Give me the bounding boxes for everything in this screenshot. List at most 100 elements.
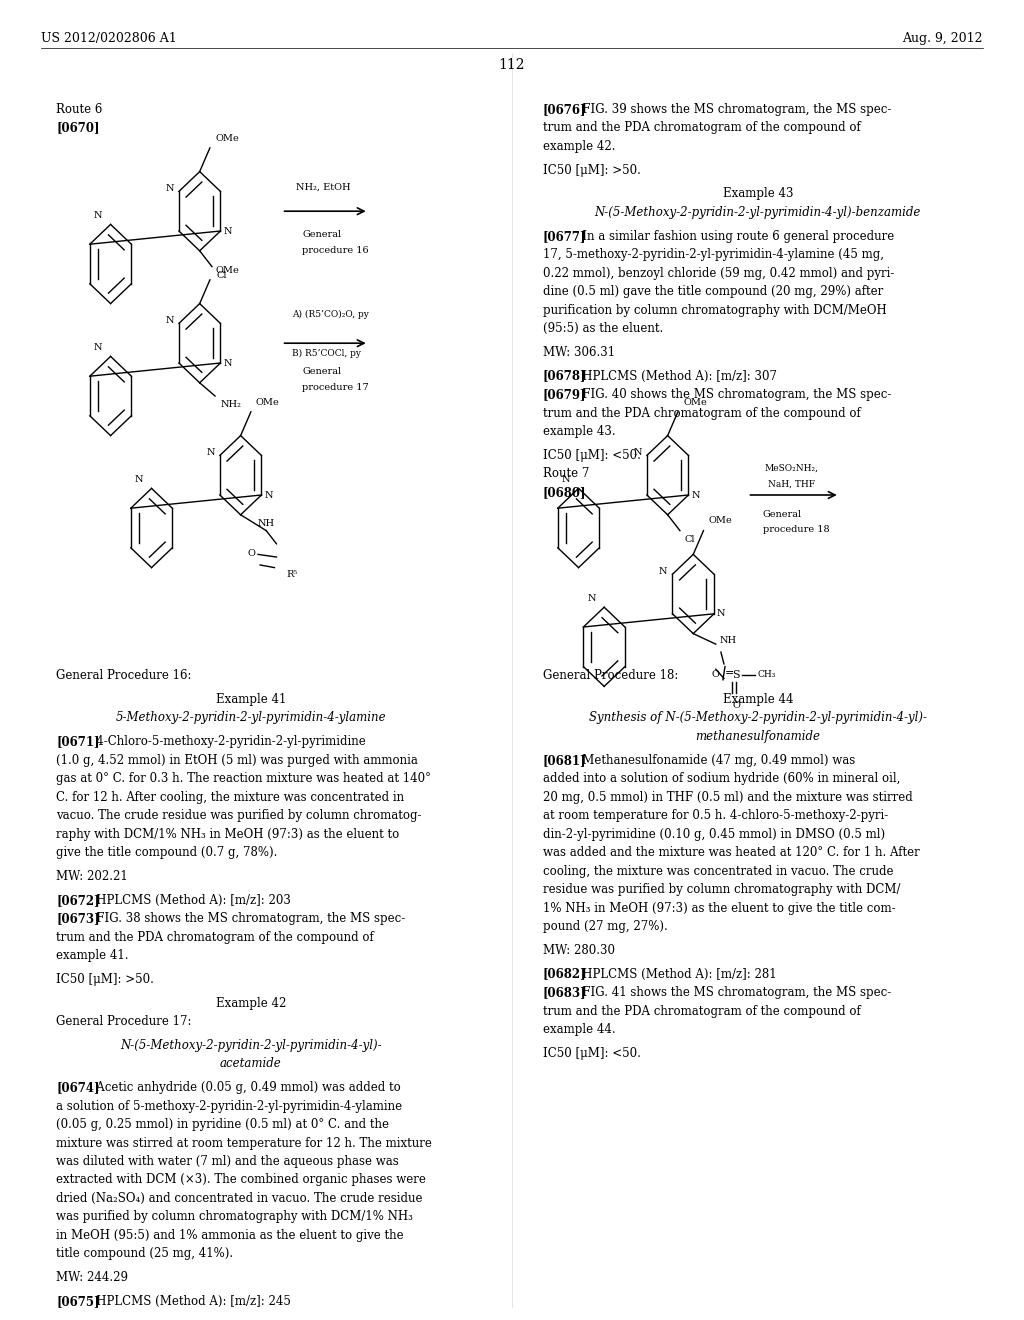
Text: In a similar fashion using route 6 general procedure: In a similar fashion using route 6 gener… [571,230,895,243]
Text: N: N [94,211,102,220]
Text: title compound (25 mg, 41%).: title compound (25 mg, 41%). [56,1247,233,1261]
Text: General: General [302,367,341,376]
Text: [0671]: [0671] [56,735,99,748]
Text: US 2012/0202806 A1: US 2012/0202806 A1 [41,32,177,45]
Text: [0675]: [0675] [56,1295,99,1308]
Text: O: O [247,549,255,557]
Text: trum and the PDA chromatogram of the compound of: trum and the PDA chromatogram of the com… [543,1005,860,1018]
Text: HPLCMS (Method A): [m/z]: 307: HPLCMS (Method A): [m/z]: 307 [571,370,777,383]
Text: [0681]: [0681] [543,754,586,767]
Text: trum and the PDA chromatogram of the compound of: trum and the PDA chromatogram of the com… [543,407,860,420]
Text: N: N [135,475,143,484]
Text: Route 6: Route 6 [56,103,102,116]
Text: N: N [691,491,700,499]
Text: [0672]: [0672] [56,894,100,907]
Text: HPLCMS (Method A): [m/z]: 203: HPLCMS (Method A): [m/z]: 203 [85,894,291,907]
Text: 5-Methoxy-2-pyridin-2-yl-pyrimidin-4-ylamine: 5-Methoxy-2-pyridin-2-yl-pyrimidin-4-yla… [116,711,386,725]
Text: gas at 0° C. for 0.3 h. The reaction mixture was heated at 140°: gas at 0° C. for 0.3 h. The reaction mix… [56,772,431,785]
Text: [0679]: [0679] [543,388,586,401]
Text: NH₂, EtOH: NH₂, EtOH [296,182,351,191]
Text: N: N [588,594,596,603]
Text: 20 mg, 0.5 mmol) in THF (0.5 ml) and the mixture was stirred: 20 mg, 0.5 mmol) in THF (0.5 ml) and the… [543,791,912,804]
Text: N: N [165,317,174,325]
Text: CH₃: CH₃ [758,671,776,678]
Text: NH₂: NH₂ [220,400,241,409]
Text: procedure 16: procedure 16 [302,246,369,255]
Text: at room temperature for 0.5 h. 4-chloro-5-methoxy-2-pyri-: at room temperature for 0.5 h. 4-chloro-… [543,809,888,822]
Text: dine (0.5 ml) gave the title compound (20 mg, 29%) after: dine (0.5 ml) gave the title compound (2… [543,285,883,298]
Text: MW: 280.30: MW: 280.30 [543,944,614,957]
Text: OMe: OMe [256,397,280,407]
Text: added into a solution of sodium hydride (60% in mineral oil,: added into a solution of sodium hydride … [543,772,900,785]
Text: N-(5-Methoxy-2-pyridin-2-yl-pyrimidin-4-yl)-: N-(5-Methoxy-2-pyridin-2-yl-pyrimidin-4-… [120,1039,382,1052]
Text: N: N [223,359,232,367]
Text: NH: NH [720,636,737,644]
Text: cooling, the mixture was concentrated in vacuo. The crude: cooling, the mixture was concentrated in… [543,865,893,878]
Text: 112: 112 [499,58,525,73]
Text: raphy with DCM/1% NH₃ in MeOH (97:3) as the eluent to: raphy with DCM/1% NH₃ in MeOH (97:3) as … [56,828,399,841]
Text: [0673]: [0673] [56,912,100,925]
Text: 0.22 mmol), benzoyl chloride (59 mg, 0.42 mmol) and pyri-: 0.22 mmol), benzoyl chloride (59 mg, 0.4… [543,267,894,280]
Text: MW: 306.31: MW: 306.31 [543,346,614,359]
Text: acetamide: acetamide [220,1057,282,1071]
Text: Synthesis of N-(5-Methoxy-2-pyridin-2-yl-pyrimidin-4-yl)-: Synthesis of N-(5-Methoxy-2-pyridin-2-yl… [589,711,927,725]
Text: C. for 12 h. After cooling, the mixture was concentrated in: C. for 12 h. After cooling, the mixture … [56,791,404,804]
Text: pound (27 mg, 27%).: pound (27 mg, 27%). [543,920,668,933]
Text: FIG. 38 shows the MS chromatogram, the MS spec-: FIG. 38 shows the MS chromatogram, the M… [85,912,406,925]
Text: IC50 [μM]: >50.: IC50 [μM]: >50. [56,973,155,986]
Text: B) R5’COCl, py: B) R5’COCl, py [292,348,360,358]
Text: (95:5) as the eluent.: (95:5) as the eluent. [543,322,663,335]
Text: MW: 244.29: MW: 244.29 [56,1271,128,1284]
Text: [0674]: [0674] [56,1081,99,1094]
Text: vacuo. The crude residue was purified by column chromatog-: vacuo. The crude residue was purified by… [56,809,422,822]
Text: NaH, THF: NaH, THF [768,479,815,488]
Text: N: N [223,227,232,235]
Text: was diluted with water (7 ml) and the aqueous phase was: was diluted with water (7 ml) and the aq… [56,1155,399,1168]
Text: IC50 [μM]: <50.: IC50 [μM]: <50. [543,1047,641,1060]
Text: FIG. 41 shows the MS chromatogram, the MS spec-: FIG. 41 shows the MS chromatogram, the M… [571,986,892,999]
Text: 4-Chloro-5-methoxy-2-pyridin-2-yl-pyrimidine: 4-Chloro-5-methoxy-2-pyridin-2-yl-pyrimi… [85,735,366,748]
Text: Example 44: Example 44 [723,693,793,706]
Text: 17, 5-methoxy-2-pyridin-2-yl-pyrimidin-4-ylamine (45 mg,: 17, 5-methoxy-2-pyridin-2-yl-pyrimidin-4… [543,248,884,261]
Text: trum and the PDA chromatogram of the compound of: trum and the PDA chromatogram of the com… [56,931,374,944]
Text: procedure 17: procedure 17 [302,383,369,392]
Text: General Procedure 18:: General Procedure 18: [543,669,678,682]
Text: OMe: OMe [215,133,239,143]
Text: example 43.: example 43. [543,425,615,438]
Text: =: = [724,668,734,678]
Text: Methanesulfonamide (47 mg, 0.49 mmol) was: Methanesulfonamide (47 mg, 0.49 mmol) wa… [571,754,856,767]
Text: IC50 [μM]: >50.: IC50 [μM]: >50. [543,164,641,177]
Text: N: N [206,449,215,457]
Text: R⁵: R⁵ [287,570,298,579]
Text: [0682]: [0682] [543,968,587,981]
Text: Aug. 9, 2012: Aug. 9, 2012 [902,32,983,45]
Text: [0670]: [0670] [56,121,99,135]
Text: mixture was stirred at room temperature for 12 h. The mixture: mixture was stirred at room temperature … [56,1137,432,1150]
Text: N-(5-Methoxy-2-pyridin-2-yl-pyrimidin-4-yl)-benzamide: N-(5-Methoxy-2-pyridin-2-yl-pyrimidin-4-… [595,206,921,219]
Text: OMe: OMe [709,516,732,525]
Text: [0676]: [0676] [543,103,586,116]
Text: Route 7: Route 7 [543,467,589,480]
Text: [0677]: [0677] [543,230,586,243]
Text: IC50 [μM]: <50.: IC50 [μM]: <50. [543,449,641,462]
Text: S: S [732,669,740,680]
Text: General Procedure 16:: General Procedure 16: [56,669,191,682]
Text: OMe: OMe [683,397,707,407]
Text: [0678]: [0678] [543,370,586,383]
Text: Example 41: Example 41 [216,693,286,706]
Text: N: N [562,475,570,484]
Text: N: N [717,610,726,618]
Text: a solution of 5-methoxy-2-pyridin-2-yl-pyrimidin-4-ylamine: a solution of 5-methoxy-2-pyridin-2-yl-p… [56,1100,402,1113]
Text: Acetic anhydride (0.05 g, 0.49 mmol) was added to: Acetic anhydride (0.05 g, 0.49 mmol) was… [85,1081,400,1094]
Text: A) (R5’CO)₂O, py: A) (R5’CO)₂O, py [292,310,369,319]
Text: was added and the mixture was heated at 120° C. for 1 h. After: was added and the mixture was heated at … [543,846,920,859]
Text: HPLCMS (Method A): [m/z]: 281: HPLCMS (Method A): [m/z]: 281 [571,968,777,981]
Text: (1.0 g, 4.52 mmol) in EtOH (5 ml) was purged with ammonia: (1.0 g, 4.52 mmol) in EtOH (5 ml) was pu… [56,754,418,767]
Text: din-2-yl-pyrimidine (0.10 g, 0.45 mmol) in DMSO (0.5 ml): din-2-yl-pyrimidine (0.10 g, 0.45 mmol) … [543,828,885,841]
Text: trum and the PDA chromatogram of the compound of: trum and the PDA chromatogram of the com… [543,121,860,135]
Text: N: N [94,343,102,352]
Text: N: N [264,491,273,499]
Text: FIG. 39 shows the MS chromatogram, the MS spec-: FIG. 39 shows the MS chromatogram, the M… [571,103,892,116]
Text: residue was purified by column chromatography with DCM/: residue was purified by column chromatog… [543,883,900,896]
Text: General: General [302,230,341,239]
